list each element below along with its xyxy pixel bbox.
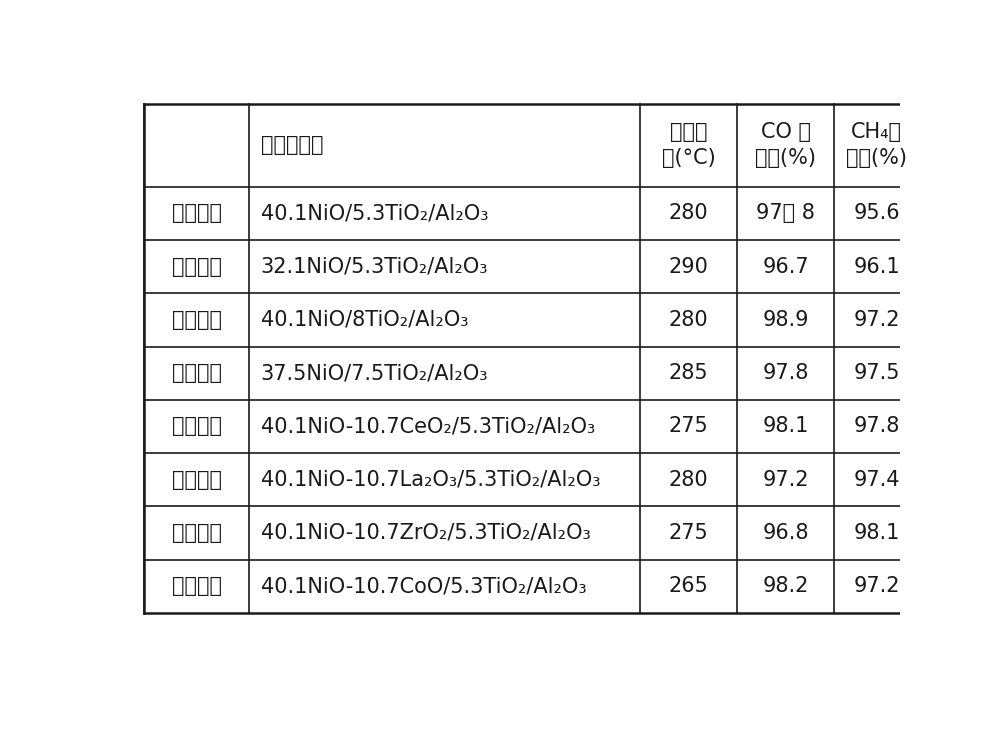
Text: 97.2: 97.2	[762, 469, 809, 490]
Text: 97.5: 97.5	[854, 363, 900, 383]
Text: 98.1: 98.1	[763, 417, 809, 437]
Text: 97.4: 97.4	[854, 469, 900, 490]
Text: 40.1NiO/8TiO₂/Al₂O₃: 40.1NiO/8TiO₂/Al₂O₃	[261, 310, 468, 330]
Text: 98.1: 98.1	[854, 523, 900, 543]
Text: 97.8: 97.8	[763, 363, 809, 383]
Text: 强化剂组成: 强化剂组成	[261, 135, 323, 155]
Text: 37.5NiO/7.5TiO₂/Al₂O₃: 37.5NiO/7.5TiO₂/Al₂O₃	[261, 363, 488, 383]
Text: 实施例八: 实施例八	[172, 577, 222, 596]
Text: 97． 8: 97． 8	[756, 203, 815, 223]
Text: 实施例三: 实施例三	[172, 310, 222, 330]
Text: 275: 275	[669, 417, 709, 437]
Text: 98.9: 98.9	[762, 310, 809, 330]
Text: 97.8: 97.8	[854, 417, 900, 437]
Text: 280: 280	[669, 203, 709, 223]
Text: CO 转
化率(%): CO 转 化率(%)	[755, 122, 816, 168]
Text: 40.1NiO-10.7CoO/5.3TiO₂/Al₂O₃: 40.1NiO-10.7CoO/5.3TiO₂/Al₂O₃	[261, 577, 586, 596]
Text: 实施例七: 实施例七	[172, 523, 222, 543]
Text: 280: 280	[669, 310, 709, 330]
Text: 98.2: 98.2	[763, 577, 809, 596]
Text: 实施例四: 实施例四	[172, 363, 222, 383]
Text: 96.7: 96.7	[762, 257, 809, 277]
Text: 96.8: 96.8	[762, 523, 809, 543]
Text: 40.1NiO-10.7ZrO₂/5.3TiO₂/Al₂O₃: 40.1NiO-10.7ZrO₂/5.3TiO₂/Al₂O₃	[261, 523, 590, 543]
Text: 285: 285	[669, 363, 709, 383]
Text: 40.1NiO/5.3TiO₂/Al₂O₃: 40.1NiO/5.3TiO₂/Al₂O₃	[261, 203, 488, 223]
Text: 实施例一: 实施例一	[172, 203, 222, 223]
Text: 97.2: 97.2	[854, 310, 900, 330]
Text: 实施例二: 实施例二	[172, 257, 222, 277]
Text: 32.1NiO/5.3TiO₂/Al₂O₃: 32.1NiO/5.3TiO₂/Al₂O₃	[261, 257, 488, 277]
Text: 反应温
度(°C): 反应温 度(°C)	[662, 122, 716, 168]
Text: 97.2: 97.2	[854, 577, 900, 596]
Text: 40.1NiO-10.7CeO₂/5.3TiO₂/Al₂O₃: 40.1NiO-10.7CeO₂/5.3TiO₂/Al₂O₃	[261, 417, 595, 437]
Text: 实施例六: 实施例六	[172, 469, 222, 490]
Text: 280: 280	[669, 469, 709, 490]
Text: 275: 275	[669, 523, 709, 543]
Text: 95.6: 95.6	[853, 203, 900, 223]
Text: 265: 265	[669, 577, 709, 596]
Text: 290: 290	[669, 257, 709, 277]
Text: 40.1NiO-10.7La₂O₃/5.3TiO₂/Al₂O₃: 40.1NiO-10.7La₂O₃/5.3TiO₂/Al₂O₃	[261, 469, 600, 490]
Text: 96.1: 96.1	[853, 257, 900, 277]
Text: 实施例五: 实施例五	[172, 417, 222, 437]
Text: CH₄选
择性(%): CH₄选 择性(%)	[846, 122, 907, 168]
